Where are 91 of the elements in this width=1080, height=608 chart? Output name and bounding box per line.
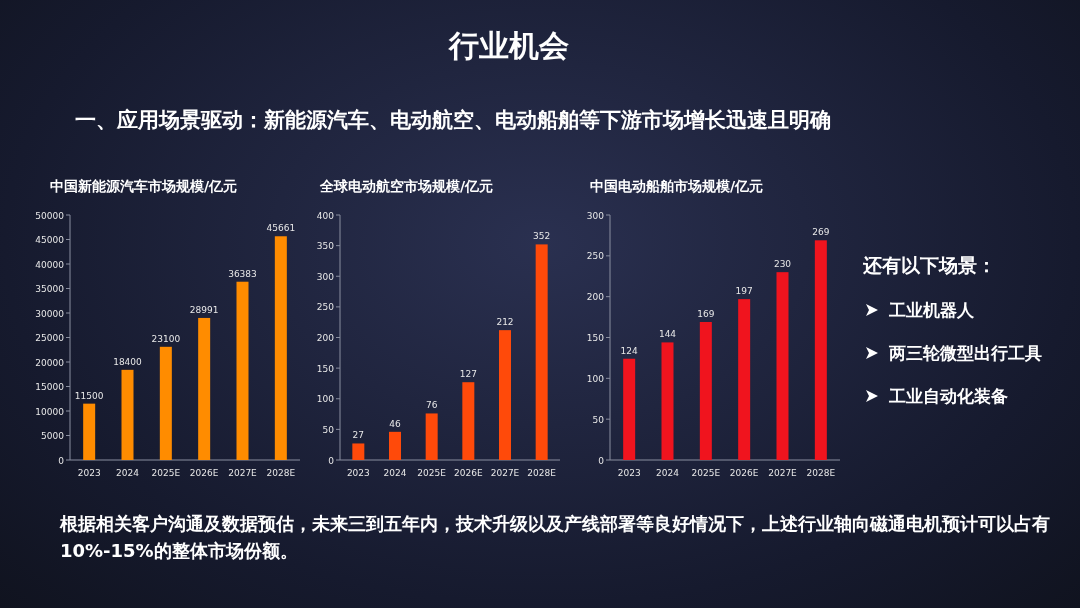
bar [236,281,249,460]
x-tick-label: 2028E [806,468,836,478]
y-tick-label: 0 [598,455,605,466]
x-tick-label: 2025E [417,468,447,478]
text: 工业机器人 [889,299,974,322]
y-tick-label: 50 [322,424,335,435]
bar [425,413,438,460]
y-tick-label: 10000 [35,406,65,417]
bar [352,443,365,460]
data-label: 197 [735,286,753,297]
y-tick-label: 300 [316,271,335,282]
bar [699,321,712,460]
x-tick-label: 2026E [454,468,483,478]
x-tick-label: 2026E [189,468,219,478]
y-tick-label: 20000 [35,357,65,368]
x-tick-label: 2024 [656,468,680,478]
bar [159,346,172,460]
y-tick-label: 150 [316,363,335,374]
bar [814,240,827,460]
y-tick-label: 150 [586,333,605,343]
bar [462,382,475,460]
y-tick-label: 45000 [35,235,65,245]
data-label: 76 [425,400,438,411]
data-label: 28991 [189,304,219,315]
x-tick-label: 2023 [617,468,641,478]
bar [499,330,511,460]
x-tick-label: 2026E [729,468,759,478]
x-tick-label: 2028E [266,468,296,478]
y-tick-label: 5000 [41,431,65,441]
data-label: 11500 [74,390,104,401]
x-tick-label: 2024 [383,468,407,478]
x-tick-label: 2028E [527,468,557,478]
data-label: 45661 [266,223,296,234]
chart-title: 全球电动航空市场规模/亿元 [320,178,494,194]
y-tick-label: 15000 [35,382,65,392]
x-tick-label: 2024 [116,468,140,478]
chart-title: 中国电动船舶市场规模/亿元 [590,178,765,196]
text: 行业机会 [447,27,570,65]
y-tick-label: 100 [586,373,605,384]
x-tick-label: 2027E [768,468,798,478]
y-tick-label: 25000 [35,333,65,343]
bar [623,358,636,460]
bar [121,369,134,460]
text: 还有以下场景： [863,253,996,278]
bar [661,342,674,460]
x-tick-label: 2025E [151,468,181,478]
bar [198,317,211,460]
x-tick-label: 2023 [346,468,370,478]
data-label: 18400 [113,356,143,367]
y-tick-label: 200 [316,333,335,343]
bar [83,403,96,460]
text: 工业自动化装备 [889,385,1008,408]
y-tick-label: 200 [586,292,605,303]
y-tick-label: 400 [316,210,335,221]
y-tick-label: 35000 [35,284,65,294]
bar [389,431,401,460]
data-label: 269 [812,227,830,238]
y-tick-label: 0 [58,455,65,466]
data-label: 124 [620,345,639,356]
data-label: 23100 [151,333,181,344]
data-label: 36383 [228,268,257,279]
text: 根据相关客户沟通及数据预估，未来三到五年内，技术升级以及产线部署等良好情况下，上述行业轴向磁通电机预计可以占有10%-15%的整体市场份额。 [60,512,1050,563]
x-tick-label: 2025E [691,468,721,478]
y-tick-label: 30000 [35,308,65,319]
data-label: 352 [533,231,551,242]
data-label: 127 [459,369,477,380]
y-tick-label: 350 [316,241,335,252]
y-tick-label: 300 [586,210,605,221]
bar [274,236,287,460]
y-tick-label: 250 [586,251,605,262]
y-tick-label: 0 [328,455,335,466]
data-label: 46 [389,418,401,429]
y-tick-label: 40000 [35,259,65,270]
bar [738,299,751,460]
y-tick-label: 100 [316,394,335,405]
y-tick-label: 50000 [35,210,65,221]
x-tick-label: 2027E [490,468,520,478]
x-tick-label: 2023 [77,468,101,478]
y-tick-label: 250 [316,302,335,313]
chart-title: 中国新能源汽车市场规模/亿元 [50,178,238,194]
y-tick-label: 50 [592,414,605,425]
data-label: 27 [352,430,365,441]
bar [776,272,789,460]
text: 一、应用场景驱动：新能源汽车、电动航空、电动船舶等下游市场增长迅速且明确 [75,107,831,134]
bar [535,244,548,460]
x-tick-label: 2027E [228,468,258,478]
text: 两三轮微型出行工具 [889,342,1042,365]
data-label: 169 [697,308,715,319]
data-label: 144 [658,329,677,340]
data-label: 212 [496,317,514,328]
data-label: 230 [773,259,792,270]
